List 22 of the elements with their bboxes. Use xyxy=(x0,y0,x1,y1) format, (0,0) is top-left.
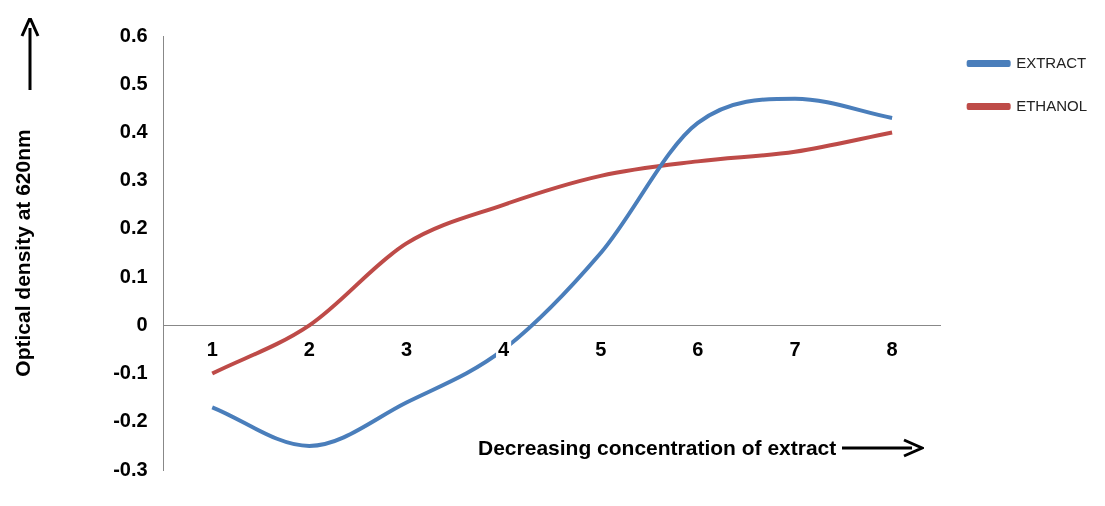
y-tick-label: -0.3 xyxy=(113,457,148,480)
y-tick-label: 0.2 xyxy=(119,216,148,239)
x-tick-label: 3 xyxy=(400,337,413,360)
y-tick-label: 0 xyxy=(136,312,148,335)
y-axis-title: Optical density at 620nm xyxy=(11,129,35,377)
x-tick-label: 5 xyxy=(595,337,607,360)
y-tick-label: 0.5 xyxy=(119,71,148,94)
x-tick-label: 2 xyxy=(303,337,315,360)
y-tick-label: 0.1 xyxy=(119,264,148,287)
x-axis-title: Decreasing concentration of extract xyxy=(478,436,837,460)
y-tick-label: 0.4 xyxy=(119,119,149,142)
line-series xyxy=(210,130,895,376)
x-tick-label: 7 xyxy=(789,337,801,360)
x-tick-label: 6 xyxy=(692,337,704,360)
x-tick-label: 8 xyxy=(886,337,898,360)
y-tick-label: -0.1 xyxy=(113,361,148,384)
y-tick-label: 0.3 xyxy=(119,168,148,191)
y-tick-label: 0.6 xyxy=(119,23,148,46)
legend-label: EXTRACT xyxy=(1016,53,1087,71)
y-tick-label: -0.2 xyxy=(113,409,148,432)
x-tick-label: 1 xyxy=(206,337,218,360)
legend-label: ETHANOL xyxy=(1016,96,1088,114)
